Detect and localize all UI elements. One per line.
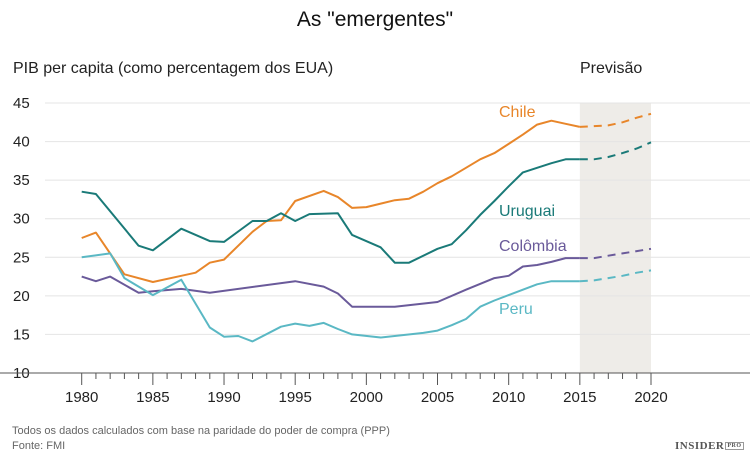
x-tick-label: 2005 — [421, 389, 454, 406]
x-tick-label: 2020 — [634, 389, 667, 406]
x-tick-label: 1980 — [65, 389, 98, 406]
source-note: Fonte: FMI — [12, 440, 66, 452]
series-line-uruguai — [81, 158, 580, 264]
y-tick-label: 15 — [13, 326, 30, 343]
series-label-uruguai: Uruguai — [499, 203, 555, 220]
series-line-peru — [81, 252, 580, 343]
forecast-label: Previsão — [580, 60, 643, 77]
forecast-line-peru — [579, 269, 652, 283]
x-tick-label: 1990 — [207, 389, 240, 406]
y-tick-label: 45 — [13, 95, 30, 112]
y-tick-label: 20 — [13, 288, 30, 305]
x-tick-label: 2015 — [563, 389, 596, 406]
x-tick-label: 1995 — [279, 389, 312, 406]
series-label-chile: Chile — [499, 104, 536, 121]
forecast-band — [579, 103, 651, 373]
x-tick-label: 2010 — [492, 389, 525, 406]
forecast-line-chile — [579, 112, 652, 128]
y-tick-label: 35 — [13, 172, 30, 189]
forecast-line-uruguai — [579, 141, 652, 161]
series-line-chile — [81, 119, 581, 283]
y-axis-label: PIB per capita (como percentagem dos EUA… — [13, 60, 334, 77]
insider-pro-logo: INSIDER PRO — [675, 440, 744, 452]
x-tick-label: 2000 — [350, 389, 383, 406]
footnote: Todos os dados calculados com base na pa… — [12, 425, 390, 437]
forecast-line-colombia — [579, 247, 652, 260]
series-label-peru: Peru — [499, 301, 533, 318]
x-tick-label: 1985 — [136, 389, 169, 406]
y-tick-label: 25 — [13, 249, 30, 266]
chart-title: As "emergentes" — [296, 8, 454, 31]
y-tick-label: 30 — [13, 211, 30, 228]
series-label-colombia: Colômbia — [499, 238, 567, 255]
y-tick-label: 40 — [13, 134, 30, 151]
series-line-colombia — [81, 257, 580, 308]
